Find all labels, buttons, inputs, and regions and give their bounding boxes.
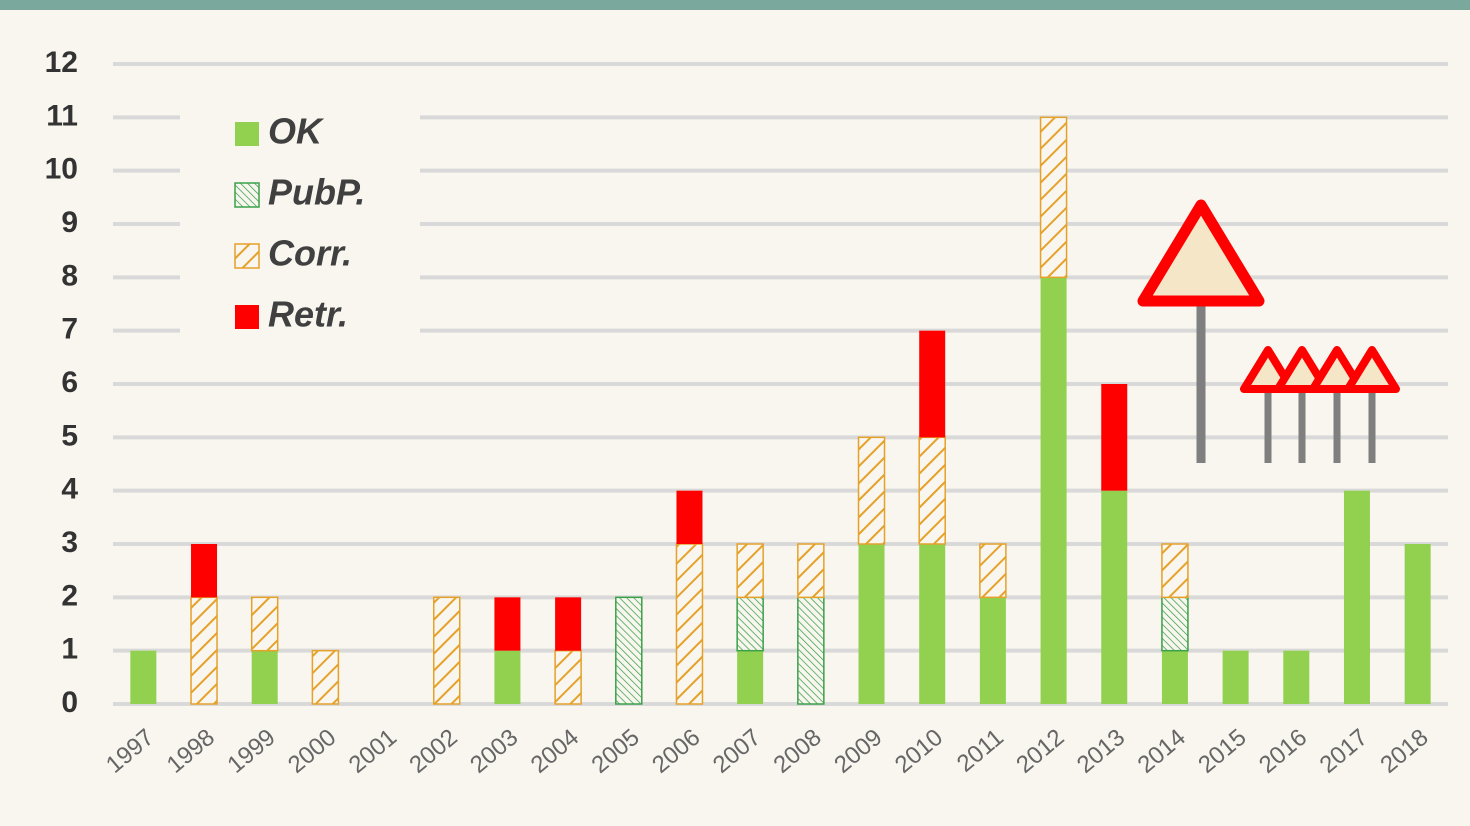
x-tick-label: 2004	[526, 724, 584, 779]
legend-label: Corr.	[268, 233, 352, 274]
x-tick-label: 2011	[952, 724, 1009, 778]
legend-label: OK	[268, 111, 325, 152]
bar-segment	[191, 597, 217, 704]
x-tick-label: 2009	[829, 724, 887, 779]
bar-segment	[919, 544, 945, 704]
x-tick-label: 2007	[708, 724, 766, 779]
x-tick-label: 2002	[404, 724, 462, 779]
bar-segment	[980, 597, 1006, 704]
bar-segment	[919, 331, 945, 438]
warning-signs	[1143, 205, 1396, 463]
bar-segment	[676, 491, 702, 544]
bar-segment	[494, 651, 520, 704]
bar-segment	[252, 597, 278, 650]
legend-swatch	[235, 305, 259, 329]
bar-segment	[555, 597, 581, 650]
bar-segment	[1344, 491, 1370, 704]
x-tick-label: 1997	[101, 724, 159, 779]
legend-swatch	[235, 183, 259, 207]
x-tick-label: 2016	[1254, 724, 1312, 779]
bar-segment	[919, 437, 945, 544]
bar-segment	[676, 544, 702, 704]
x-tick-label: 2003	[465, 724, 523, 779]
bar-segment	[1041, 117, 1067, 277]
x-tick-label: 2014	[1133, 724, 1191, 779]
bar-segment	[798, 544, 824, 597]
y-tick-label: 4	[61, 473, 78, 506]
bar-segment	[737, 651, 763, 704]
bar-segment	[191, 544, 217, 597]
y-tick-label: 5	[61, 419, 78, 452]
bar-segment	[737, 544, 763, 597]
bar-segment	[1101, 384, 1127, 491]
top-border	[0, 0, 1470, 10]
y-tick-label: 10	[45, 153, 78, 186]
y-tick-label: 3	[61, 526, 78, 559]
bar-segment	[798, 597, 824, 704]
x-tick-label: 2012	[1011, 724, 1069, 779]
bar-segment	[312, 651, 338, 704]
bar-segment	[434, 597, 460, 704]
legend-swatch	[235, 244, 259, 268]
y-tick-label: 0	[61, 686, 78, 719]
bar-segment	[1223, 651, 1249, 704]
legend-swatch	[235, 122, 259, 146]
x-tick-label: 2017	[1315, 724, 1373, 779]
x-tick-label: 1999	[222, 724, 280, 779]
y-tick-label: 7	[61, 313, 78, 346]
y-tick-label: 12	[45, 46, 78, 79]
bar-segment	[1162, 597, 1188, 650]
x-tick-label: 2008	[769, 724, 827, 779]
y-tick-label: 2	[61, 579, 78, 612]
x-tick-label: 2005	[586, 724, 644, 779]
x-tick-label: 2010	[890, 724, 948, 779]
bar-segment	[859, 437, 885, 544]
x-tick-label: 2018	[1375, 724, 1433, 779]
y-tick-label: 1	[61, 633, 78, 666]
y-tick-label: 11	[46, 99, 78, 132]
y-tick-label: 6	[61, 366, 78, 399]
x-tick-label: 2006	[647, 724, 705, 779]
bar-segment	[980, 544, 1006, 597]
bar-segment	[859, 544, 885, 704]
y-tick-label: 9	[61, 206, 78, 239]
bar-segment	[1283, 651, 1309, 704]
bar-segment	[737, 597, 763, 650]
bar-segment	[1162, 544, 1188, 597]
x-tick-label: 2001	[344, 724, 402, 779]
x-tick-label: 1998	[162, 724, 220, 779]
bar-segment	[130, 651, 156, 704]
chart: 0123456789101112 19971998199920002001200…	[0, 0, 1470, 826]
bar-segment	[1041, 277, 1067, 704]
y-tick-label: 8	[61, 259, 78, 292]
x-tick-label: 2015	[1193, 724, 1251, 779]
bar-segment	[555, 651, 581, 704]
bar-segment	[616, 597, 642, 704]
legend-label: PubP.	[268, 172, 365, 213]
legend-label: Retr.	[268, 294, 348, 335]
bar-segment	[1162, 651, 1188, 704]
bar-segment	[1101, 491, 1127, 704]
bar-segment	[1405, 544, 1431, 704]
x-tick-label: 2000	[283, 724, 341, 779]
bar-segment	[494, 597, 520, 650]
x-tick-label: 2013	[1072, 724, 1130, 779]
bar-segment	[252, 651, 278, 704]
